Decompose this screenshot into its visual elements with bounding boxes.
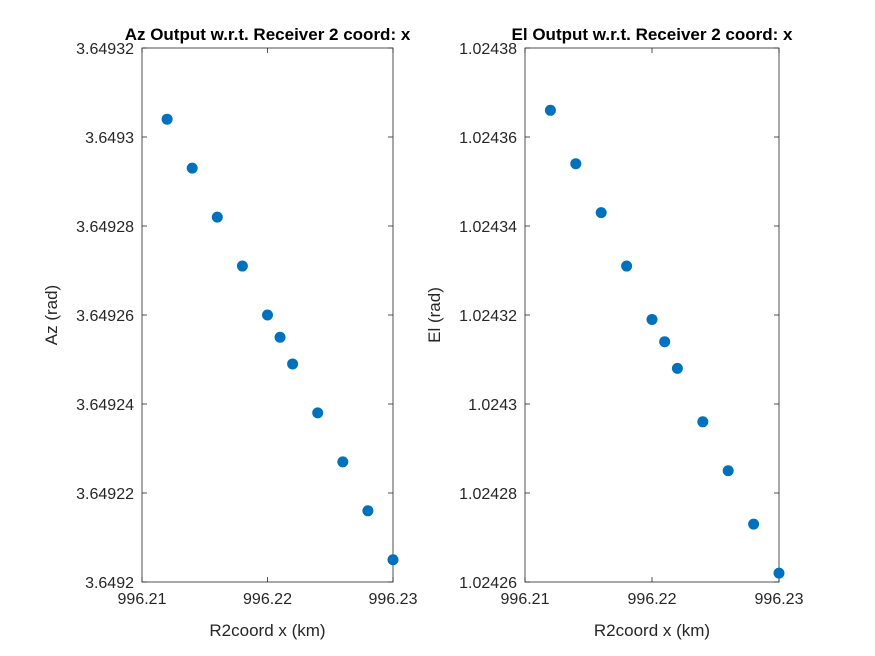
el-data-point: [621, 260, 633, 272]
az-data-point: [337, 456, 349, 468]
el-data-point: [722, 465, 734, 477]
el-y-tick-label: 1.02432: [459, 308, 517, 325]
az-y-tick-label: 3.64928: [76, 219, 134, 236]
az-y-tick-label: 3.6493: [85, 130, 134, 147]
el-y-tick-label: 1.02426: [459, 575, 517, 592]
az-data-point: [161, 113, 173, 125]
el-chart-title: El Output w.r.t. Receiver 2 coord: x: [512, 25, 793, 44]
az-data-point: [211, 211, 223, 223]
el-data-point: [570, 158, 582, 170]
az-x-axis-label: R2coord x (km): [209, 621, 325, 640]
el-data-point: [544, 104, 556, 116]
el-data-point: [697, 416, 709, 428]
el-y-tick-label: 1.0243: [468, 397, 517, 414]
az-data-point: [387, 554, 399, 566]
az-y-tick-label: 3.64924: [76, 397, 134, 414]
az-y-tick-label: 3.64932: [76, 41, 134, 58]
el-chart: 996.21 996.22 996.23 1.02426 1.02428 1.0243 1.…: [425, 25, 804, 640]
az-data-point: [362, 505, 374, 517]
el-y-tick-label: 1.02434: [459, 219, 517, 236]
el-data-point: [671, 362, 683, 374]
az-y-axis-label: Az (rad): [42, 285, 61, 345]
az-y-tick-label: 3.64922: [76, 486, 134, 503]
az-data-point: [312, 407, 324, 419]
el-data-point: [595, 207, 607, 219]
el-y-tick-label: 1.02428: [459, 486, 517, 503]
el-y-tick-label: 1.02438: [459, 41, 517, 58]
az-data-point: [236, 260, 248, 272]
az-x-tick-label: 996.21: [118, 591, 167, 608]
az-y-tick-label: 3.64926: [76, 308, 134, 325]
el-y-tick-label: 1.02436: [459, 130, 517, 147]
az-y-tick-label: 3.6492: [85, 575, 134, 592]
az-x-tick-label: 996.22: [243, 591, 292, 608]
az-chart: 996.21 996.22 996.23 3.6492 3.64922 3.64924 3.…: [42, 25, 418, 640]
az-data-point: [274, 331, 286, 343]
el-data-point: [748, 518, 760, 530]
el-data-point: [659, 336, 671, 348]
el-x-tick-label: 996.21: [501, 591, 550, 608]
el-y-axis-label: El (rad): [425, 287, 444, 343]
el-x-axis-label: R2coord x (km): [594, 621, 710, 640]
az-data-point: [262, 309, 273, 321]
az-chart-title: Az Output w.r.t. Receiver 2 coord: x: [125, 25, 411, 44]
el-x-tick-label: 996.22: [628, 591, 677, 608]
az-data-point: [186, 162, 198, 174]
az-x-tick-label: 996.23: [369, 591, 418, 608]
el-data-point: [646, 313, 658, 325]
el-data-point: [773, 567, 785, 579]
az-data-point: [287, 358, 299, 370]
el-x-tick-label: 996.23: [755, 591, 804, 608]
